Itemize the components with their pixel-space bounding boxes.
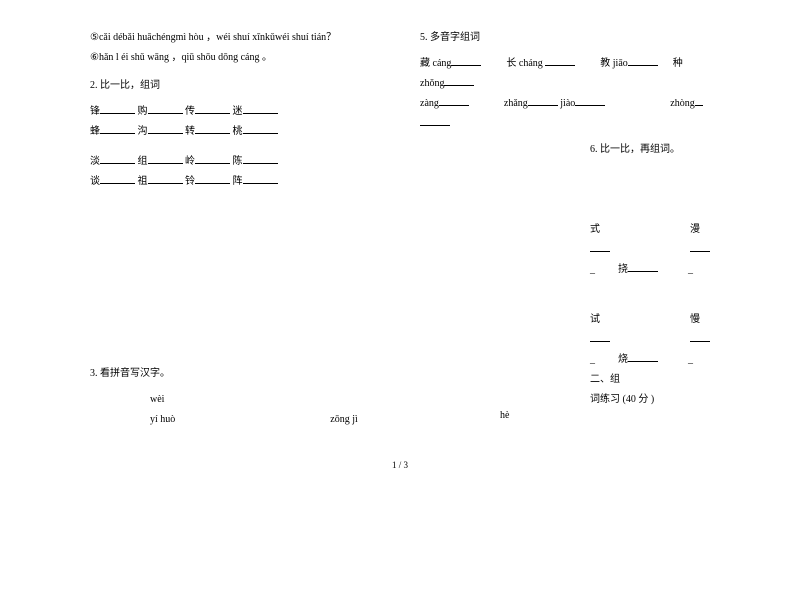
char: 转 xyxy=(185,126,195,137)
char: 慢 xyxy=(690,314,700,325)
char: 迷 xyxy=(233,106,243,117)
char: 铃 xyxy=(185,176,195,187)
compare-row-4: 谈 祖 铃 阵 xyxy=(90,174,390,190)
section-end-b: 词练习 (40 分 ) xyxy=(590,392,720,408)
pinyin: wèi xyxy=(150,394,164,405)
poly-item: 种 xyxy=(673,58,683,69)
char: 购 xyxy=(138,106,148,117)
char: 淡 xyxy=(90,156,100,167)
pair-2-mid: _ 烧 _ xyxy=(590,352,720,368)
char: 传 xyxy=(185,106,195,117)
polyphone-row-2: zhǒng xyxy=(420,76,720,92)
poly-item: zhǎng xyxy=(504,98,528,109)
poly-item: zhǒng xyxy=(420,78,444,89)
pair-2: 试 慢 xyxy=(590,312,720,328)
char: 沟 xyxy=(138,126,148,137)
poly-item: zhòng xyxy=(670,98,694,109)
section-5-title: 5. 多音字组词 xyxy=(420,30,720,46)
char: 陈 xyxy=(233,156,243,167)
char: 式 xyxy=(590,224,600,235)
poly-item: 教 jiāo xyxy=(600,58,628,69)
pinyin-row-1: wèi xyxy=(90,392,390,408)
pair-1-blanks xyxy=(590,242,720,258)
char: 祖 xyxy=(138,176,148,187)
char: 谈 xyxy=(90,176,100,187)
char: 锋 xyxy=(90,106,100,117)
compare-row-3: 淡 组 岭 陈 xyxy=(90,154,390,170)
pinyin-row-2: yí huò zōng jì xyxy=(90,412,390,428)
compare-row-2: 蜂 沟 转 桃 xyxy=(90,124,390,140)
poly-item: 藏 cáng xyxy=(420,58,451,69)
pinyin: zōng jì xyxy=(330,414,358,425)
poly-item: 长 cháng xyxy=(506,58,545,69)
char: 挠 xyxy=(618,264,628,275)
pinyin-he: hè xyxy=(500,410,509,421)
char: 试 xyxy=(590,314,600,325)
polyphone-row-4 xyxy=(420,116,720,132)
pair-1: 式 漫 xyxy=(590,222,720,238)
char: 岭 xyxy=(185,156,195,167)
char: 蜂 xyxy=(90,126,100,137)
section-2-title: 2. 比一比，组词 xyxy=(90,78,390,94)
polyphone-row-1: 藏 cáng 长 cháng 教 jiāo 种 xyxy=(420,56,720,72)
pair-2-blanks xyxy=(590,332,720,348)
page-number: 1 / 3 xyxy=(392,460,408,470)
poly-item: jiào xyxy=(560,98,575,109)
char: 阵 xyxy=(233,176,243,187)
sentence-6: ⑥hǎn l éi shǔ wāng ，qiū shōu dōng cáng 。 xyxy=(90,50,390,66)
section-3-title: 3. 看拼音写汉字。 xyxy=(90,366,390,382)
pair-1-mid: _ 挠 _ xyxy=(590,262,720,278)
sentence-5: ⑤cǎi débǎi huāchéngmì hòu ，wéi shuí xīnk… xyxy=(90,30,390,46)
polyphone-row-3: zàng zhǎng jiào zhòng xyxy=(420,96,720,112)
char: 桃 xyxy=(233,126,243,137)
poly-item: zàng xyxy=(420,98,439,109)
char: 组 xyxy=(138,156,148,167)
char: 烧 xyxy=(618,354,628,365)
compare-row-1: 锋 购 传 迷 xyxy=(90,104,390,120)
section-end-a: 二、组 xyxy=(590,372,720,388)
char: 漫 xyxy=(690,224,700,235)
section-6-title: 6. 比一比，再组词。 xyxy=(420,142,720,158)
pinyin: yí huò xyxy=(150,414,175,425)
